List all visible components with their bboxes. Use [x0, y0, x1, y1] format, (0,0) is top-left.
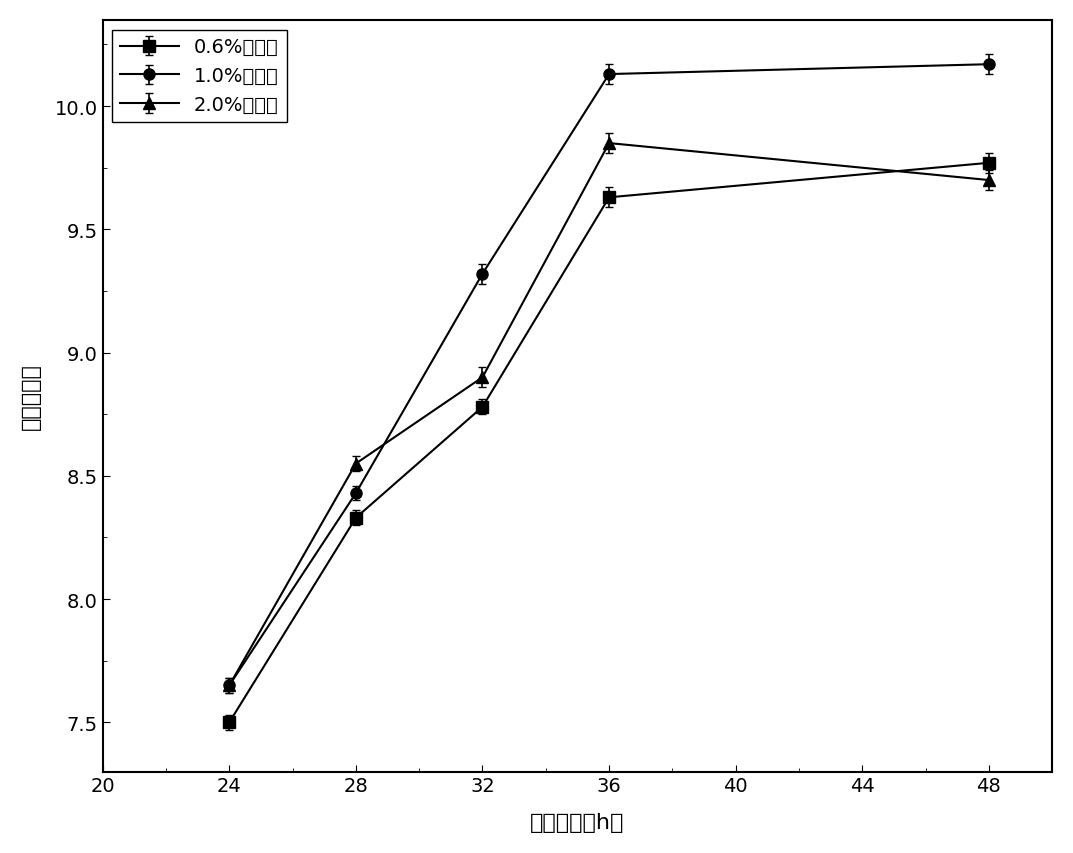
Y-axis label: 活菌数对数: 活菌数对数 [20, 363, 41, 430]
Legend: 0.6%接种量, 1.0%接种量, 2.0%接种量: 0.6%接种量, 1.0%接种量, 2.0%接种量 [113, 31, 286, 123]
X-axis label: 发酵时间（h）: 发酵时间（h） [530, 812, 624, 833]
